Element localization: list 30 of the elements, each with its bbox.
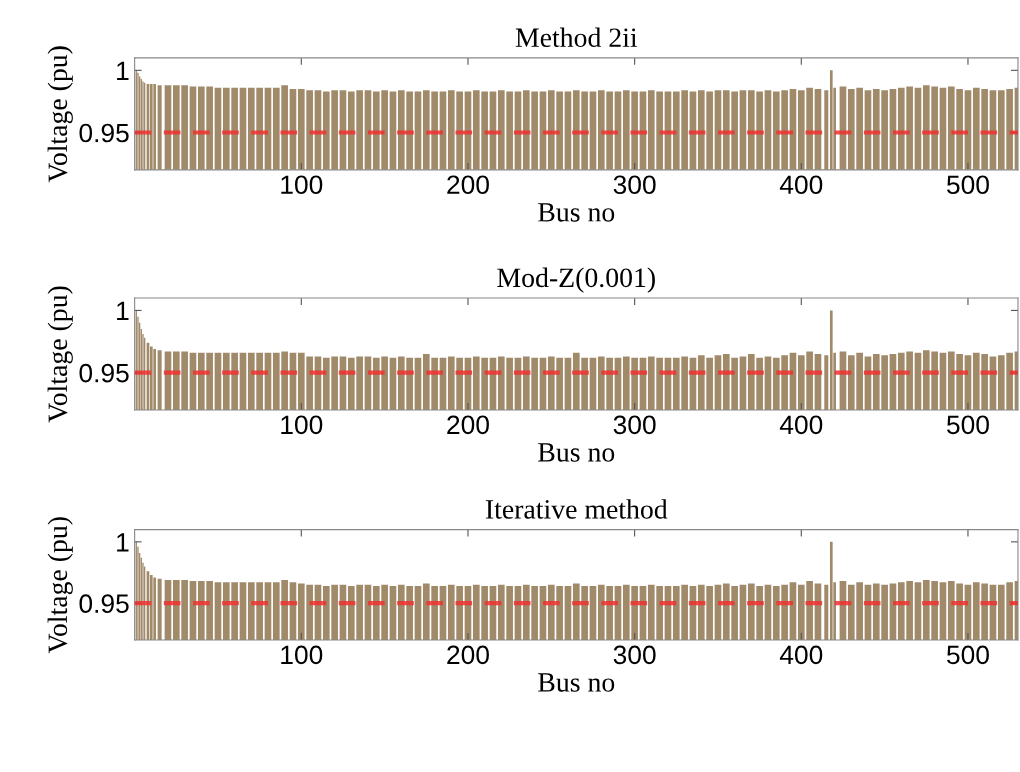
y-axis-title: Voltage (pu) bbox=[47, 517, 73, 654]
y-tick-label: 0.95 bbox=[79, 123, 129, 143]
x-tick-label: 400 bbox=[779, 645, 823, 665]
x-tick-label: 200 bbox=[447, 415, 489, 435]
x-axis-title: Bus no bbox=[538, 203, 615, 222]
x-tick-label: 500 bbox=[947, 175, 989, 195]
chart-title: Method 2ii bbox=[515, 27, 638, 48]
x-tick-label: 400 bbox=[779, 175, 823, 195]
x-tick-label: 100 bbox=[281, 645, 323, 665]
y-tick-label: 1 bbox=[117, 61, 129, 80]
x-tick-label: 200 bbox=[447, 175, 489, 195]
y-tick-label: 0.95 bbox=[79, 594, 129, 614]
y-axis-title: Voltage (pu) bbox=[47, 286, 73, 423]
x-tick-label: 300 bbox=[613, 415, 656, 435]
y-tick-label: 0.95 bbox=[79, 363, 129, 383]
x-tick-label: 300 bbox=[613, 645, 656, 665]
y-tick-label: 1 bbox=[117, 301, 129, 320]
x-axis-title: Bus no bbox=[538, 443, 615, 462]
chart-title: Iterative method bbox=[485, 499, 668, 519]
y-tick-label: 1 bbox=[117, 533, 129, 552]
y-axis-title: Voltage (pu) bbox=[47, 46, 73, 183]
x-axis-title: Bus no bbox=[538, 673, 615, 692]
x-tick-label: 300 bbox=[613, 175, 656, 195]
x-tick-label: 100 bbox=[281, 415, 323, 435]
x-tick-label: 200 bbox=[447, 645, 489, 665]
x-tick-label: 500 bbox=[947, 415, 989, 435]
x-tick-label: 400 bbox=[779, 415, 823, 435]
x-tick-label: 500 bbox=[947, 645, 989, 665]
x-tick-label: 100 bbox=[281, 175, 323, 195]
chart-title: Mod-Z(0.001) bbox=[497, 267, 655, 293]
